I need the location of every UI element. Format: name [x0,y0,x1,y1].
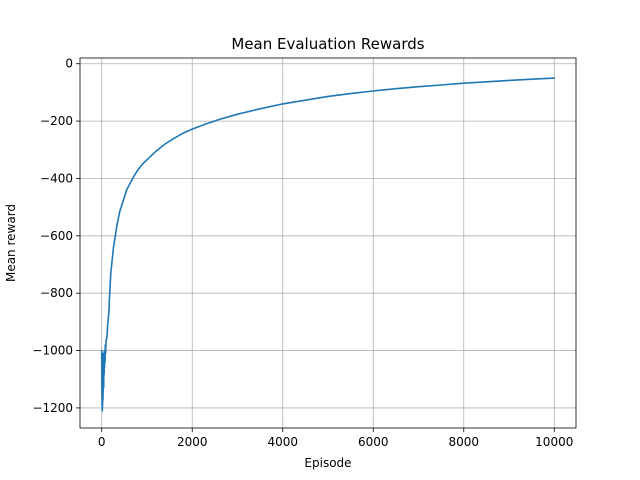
axes-frame [79,57,577,429]
x-axis-label: Episode [304,456,351,470]
x-tick-label: 10000 [535,435,573,449]
x-tick-label: 6000 [358,435,389,449]
x-tick-label: 4000 [267,435,298,449]
x-tick-label: 2000 [177,435,208,449]
y-axis-ticks: 0 −200 −400 −600 −800 −1000 −1200 [32,57,80,415]
y-tick-label: −1000 [32,344,73,358]
y-tick-label: −1200 [32,401,73,415]
y-tick-label: −600 [40,229,73,243]
grid [80,58,576,428]
x-axis-ticks: 0 2000 4000 6000 8000 10000 [98,428,573,449]
y-axis-label: Mean reward [4,204,18,282]
y-tick-label: −200 [40,114,73,128]
chart-title: Mean Evaluation Rewards [231,35,424,53]
y-tick-label: −400 [40,171,73,185]
x-tick-label: 8000 [448,435,479,449]
y-tick-label: −800 [40,286,73,300]
x-tick-label: 0 [98,435,106,449]
y-tick-label: 0 [65,57,73,71]
series-line [100,77,556,412]
series-layer [100,77,556,412]
